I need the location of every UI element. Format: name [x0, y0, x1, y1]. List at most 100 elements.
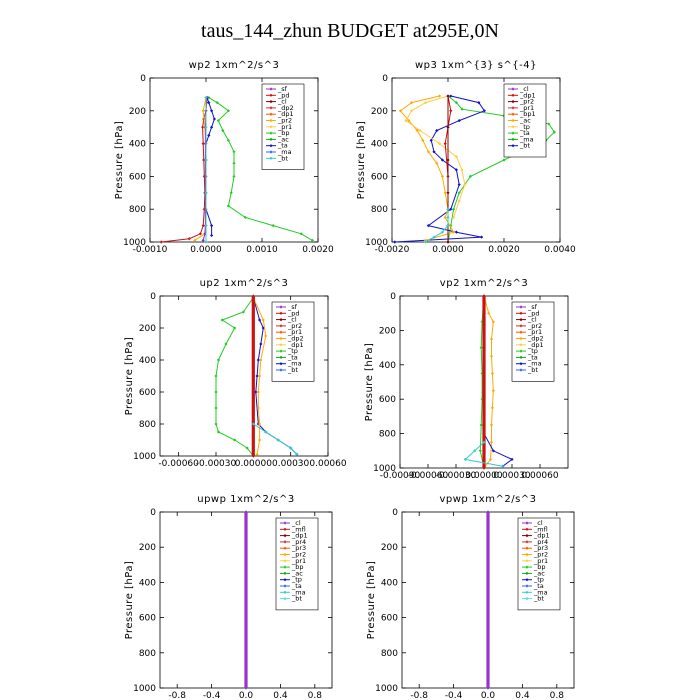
- legend-entry: _dp1: [527, 341, 544, 349]
- data-point: [256, 406, 260, 410]
- legend-entry: _pr4: [533, 538, 548, 546]
- data-point: [257, 318, 262, 322]
- legend-entry: _ta: [533, 582, 544, 590]
- data-point: [245, 446, 249, 450]
- data-point: [457, 183, 461, 187]
- legend-entry: _dp1: [287, 341, 304, 349]
- data-point: [486, 536, 490, 540]
- y-tick-label: 600: [129, 172, 146, 182]
- legend-marker: [525, 552, 529, 557]
- data-point: [482, 294, 486, 298]
- data-point: [482, 466, 486, 470]
- data-point: [477, 101, 481, 105]
- y-tick-label: 800: [371, 205, 388, 215]
- data-point: [478, 449, 482, 453]
- data-point: [486, 598, 490, 602]
- legend-marker: [283, 565, 287, 569]
- y-tick-label: 200: [371, 107, 388, 117]
- x-tick-label: 0.8: [308, 691, 323, 700]
- data-point: [204, 240, 208, 244]
- y-tick-label: 200: [139, 324, 156, 334]
- legend-entry: _pr3: [533, 544, 548, 552]
- y-tick-label: 200: [139, 543, 156, 553]
- y-axis-label: Pressure [hPa]: [124, 337, 135, 416]
- data-point: [216, 119, 220, 123]
- legend-marker: [283, 521, 287, 525]
- data-point: [502, 158, 506, 162]
- data-point: [244, 607, 248, 611]
- legend-entry: _cl: [277, 98, 287, 106]
- y-axis-label: Pressure [hPa]: [114, 121, 125, 200]
- data-point: [452, 207, 456, 211]
- x-tick-label: -0.4: [203, 691, 221, 700]
- data-point: [440, 230, 444, 234]
- legend-marker: [279, 355, 283, 359]
- legend-marker: [279, 311, 283, 315]
- data-point: [257, 374, 262, 378]
- y-tick-label: 400: [129, 140, 146, 150]
- legend-marker: [269, 112, 273, 116]
- data-point: [251, 406, 255, 410]
- legend-marker: [269, 100, 273, 104]
- x-tick-label: -0.8: [410, 691, 428, 700]
- legend-entry: _pr1: [277, 123, 292, 131]
- data-point: [204, 158, 208, 162]
- data-point: [214, 374, 218, 378]
- data-point: [244, 545, 248, 549]
- x-tick-label: 0.0: [239, 691, 254, 700]
- data-point: [257, 438, 262, 442]
- data-point: [424, 240, 428, 244]
- legend-marker: [269, 106, 273, 110]
- legend-entry: _pr2: [287, 322, 302, 330]
- data-point: [204, 125, 208, 129]
- legend-entry: _tp: [527, 347, 538, 355]
- y-tick-label: 200: [129, 107, 146, 117]
- legend-entry: _pr2: [277, 117, 292, 125]
- data-point: [489, 337, 494, 341]
- chart-title: vpwp 1xm^2/s^3: [439, 494, 536, 505]
- legend-marker: [519, 343, 523, 347]
- legend-entry: _tp: [291, 576, 302, 584]
- data-point: [463, 457, 467, 461]
- legend-entry: _dp1: [519, 91, 536, 99]
- data-point: [232, 161, 236, 165]
- legend-entry: _bt: [287, 366, 298, 374]
- data-point: [251, 454, 255, 458]
- data-point: [452, 215, 456, 219]
- data-point: [251, 422, 255, 426]
- y-tick-label: 800: [381, 649, 398, 659]
- data-point: [488, 457, 493, 461]
- data-point: [443, 215, 447, 219]
- data-point: [446, 207, 450, 211]
- data-point: [446, 158, 450, 162]
- legend-entry: _ta: [287, 353, 298, 361]
- data-point: [244, 510, 248, 514]
- data-point: [480, 235, 484, 239]
- legend-entry: _pr3: [291, 544, 306, 552]
- data-point: [289, 446, 293, 450]
- x-tick-label: 0.0020: [302, 245, 334, 255]
- legend-entry: _pr1: [533, 557, 548, 565]
- legend-marker: [525, 590, 529, 594]
- legend-entry: _pd: [277, 91, 290, 99]
- legend-marker: [519, 336, 523, 341]
- legend-marker: [279, 349, 283, 353]
- legend-marker: [511, 118, 515, 123]
- legend-box: [511, 301, 555, 382]
- data-point: [201, 109, 205, 113]
- data-point: [449, 94, 453, 98]
- data-point: [486, 642, 490, 646]
- legend-entry: _pr4: [291, 538, 306, 546]
- data-point: [244, 536, 248, 540]
- data-point: [244, 686, 248, 690]
- chart-panel-4: vp2 1xm^2/s^3 Pressure [hPa] 0 200 400 600 800…: [364, 278, 569, 481]
- y-tick-label: 600: [139, 388, 156, 398]
- data-point: [479, 423, 483, 427]
- y-tick-label: 400: [371, 140, 388, 150]
- series-line-cl: [161, 97, 208, 243]
- legend-marker: [525, 521, 529, 525]
- data-point: [454, 168, 458, 172]
- data-point: [210, 233, 214, 238]
- data-point: [486, 668, 490, 672]
- legend-entry: _dp1: [533, 532, 550, 540]
